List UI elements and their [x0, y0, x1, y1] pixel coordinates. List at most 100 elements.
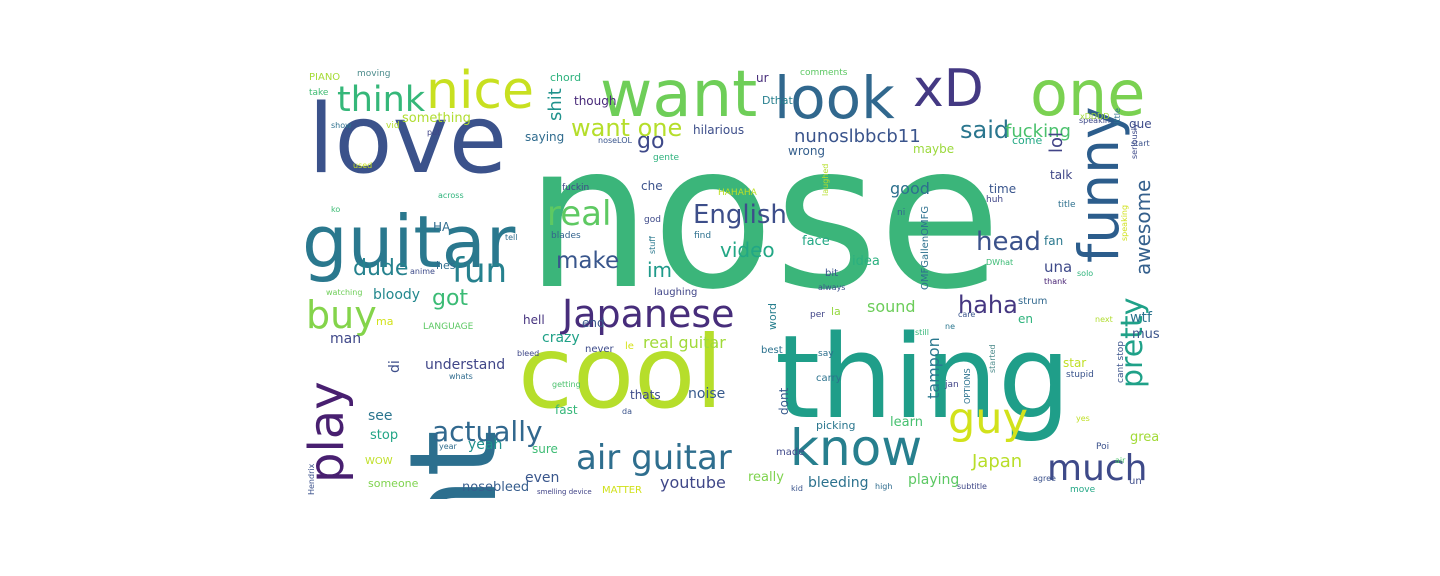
word-cloud: nose nt thing cool love guitar want look xD one ni… [300, 63, 1160, 499]
cloud-word: sound [867, 297, 916, 316]
cloud-word: seriously [1130, 123, 1139, 159]
cloud-word: Poi [1096, 442, 1110, 452]
cloud-word: know [790, 419, 923, 477]
cloud-word: solo [1077, 269, 1094, 278]
cloud-word: dude [353, 256, 409, 281]
cloud-word: understand [425, 357, 506, 373]
cloud-word: title [1058, 200, 1076, 210]
cloud-word: star [1063, 356, 1087, 370]
cloud-word: nose [525, 101, 1002, 334]
cloud-word: fucking [1005, 121, 1071, 142]
cloud-word: air guitar [576, 438, 732, 478]
cloud-word: stop [370, 428, 399, 443]
cloud-word: Japanese [562, 292, 735, 336]
cloud-word: speaking [1120, 204, 1129, 241]
cloud-word: getting [552, 380, 581, 389]
cloud-word: tampon [924, 337, 943, 399]
cloud-word: vid [386, 121, 400, 131]
cloud-word: great [1130, 430, 1160, 445]
cloud-word: English [693, 200, 787, 230]
cloud-word: say [818, 349, 834, 359]
cloud-word: noise [688, 386, 726, 402]
cloud-word: huh [986, 195, 1004, 205]
cloud-word: one [1030, 63, 1146, 130]
cloud-word: per [810, 310, 825, 320]
cloud-word: picking [816, 419, 856, 432]
cloud-word: strum [1018, 296, 1048, 307]
cloud-word: DWhat [986, 258, 1014, 267]
cloud-word: cant stop [1116, 341, 1126, 383]
cloud-word: see [368, 408, 393, 424]
cloud-word: fuckin [562, 183, 590, 193]
cloud-word: got [432, 286, 469, 311]
cloud-word: guy [948, 394, 1028, 444]
cloud-word: noseLOL [598, 136, 632, 145]
cloud-word: come [1012, 134, 1043, 147]
cloud-word: xD [913, 63, 984, 119]
cloud-word: idea [852, 254, 880, 269]
cloud-word: made [776, 447, 805, 458]
cloud-word: real guitar [643, 333, 726, 352]
cloud-word: HAHAHA [718, 188, 757, 198]
cloud-word: anime [410, 267, 435, 276]
cloud-word: find [694, 231, 712, 241]
cloud-word: hilarious [693, 123, 745, 137]
cloud-word: speakin [1079, 116, 1110, 125]
cloud-word: sure [532, 442, 558, 456]
cloud-word: watching [326, 288, 363, 297]
cloud-word: still [915, 328, 929, 337]
cloud-word: LANGUAGE [423, 322, 474, 332]
cloud-word: bloody [373, 287, 421, 303]
cloud-word: subtitle [957, 482, 987, 491]
cloud-word: much [1047, 448, 1148, 489]
cloud-word: real [547, 194, 612, 234]
cloud-word: che [641, 179, 663, 193]
cloud-word: stuff [648, 236, 657, 254]
cloud-word: fun [452, 251, 508, 291]
cloud-word: stupid [1066, 370, 1094, 380]
cloud-word: love [308, 85, 508, 195]
cloud-word: start [1131, 139, 1150, 148]
cloud-word: haha [958, 291, 1018, 319]
cloud-word: di [387, 360, 403, 373]
cloud-word: laughing [654, 287, 698, 298]
cloud-word: ni [897, 208, 906, 218]
cloud-word: maybe [913, 142, 955, 156]
cloud-word: gente [653, 153, 680, 163]
cloud-word: even [525, 470, 560, 486]
cloud-word: ne [945, 322, 955, 331]
cloud-word: thing [775, 311, 1071, 445]
cloud-word: jan [945, 380, 959, 390]
cloud-word: thats [630, 388, 661, 402]
cloud-word: WOW [365, 456, 393, 467]
cloud-word: take [309, 88, 329, 98]
cloud-word: bleed [517, 349, 540, 358]
cloud-word: whats [449, 372, 473, 381]
cloud-word: thank [1044, 277, 1067, 286]
cloud-word: nosebleed [462, 480, 530, 495]
cloud-word: un [1129, 476, 1142, 487]
cloud-word: funny [1067, 106, 1131, 264]
cloud-word: little [1113, 108, 1122, 126]
cloud-word: kid [791, 484, 803, 493]
cloud-word: think [337, 80, 426, 120]
cloud-word: le [625, 341, 634, 352]
cloud-word: moving [357, 69, 391, 79]
cloud-word: Dthat [762, 94, 793, 107]
cloud-word: MATTER [602, 485, 642, 496]
cloud-word: best [761, 345, 783, 356]
cloud-word: head [976, 227, 1041, 257]
cloud-word: ma [376, 315, 394, 328]
cloud-word: OMFGallenOMFG [920, 205, 931, 290]
cloud-word: time [989, 182, 1017, 196]
cloud-word: awesome [1131, 179, 1155, 275]
cloud-word: across [438, 191, 464, 200]
cloud-word: guitar [302, 200, 516, 284]
cloud-word: video [720, 238, 775, 262]
cloud-word: cool [518, 314, 724, 431]
cloud-word: actually [432, 415, 543, 448]
cloud-word: una [1044, 258, 1073, 276]
cloud-word: hell [523, 313, 545, 327]
cloud-word: look [774, 64, 895, 132]
cloud-word: bleeding [808, 475, 869, 491]
